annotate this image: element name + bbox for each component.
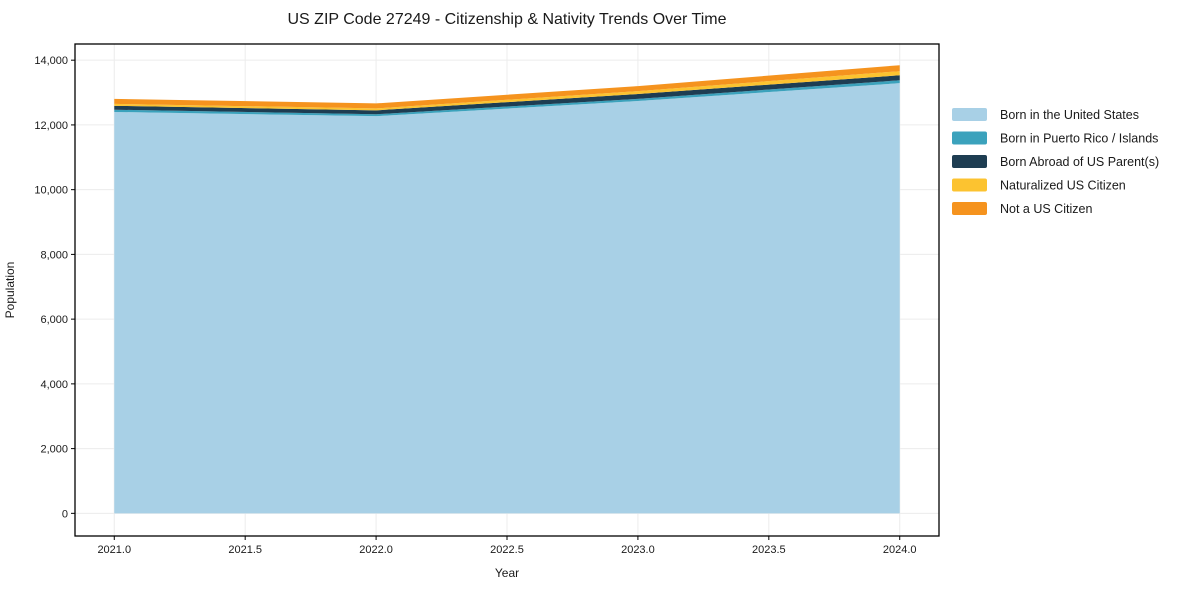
y-tick-label: 4,000 bbox=[40, 379, 68, 391]
chart-title: US ZIP Code 27249 - Citizenship & Nativi… bbox=[288, 11, 727, 28]
y-tick-label: 8,000 bbox=[40, 249, 68, 261]
legend-swatch bbox=[952, 155, 987, 168]
y-tick-label: 2,000 bbox=[40, 444, 68, 456]
y-axis-tick-labels: 0 2,000 4,000 6,000 8,000 10,000 12,000 14,000 bbox=[34, 55, 68, 520]
stacked-area-series bbox=[114, 65, 900, 514]
y-tick-label: 0 bbox=[62, 508, 68, 520]
area-not-a-us-citizen bbox=[114, 65, 900, 109]
x-tick-label: 2023.5 bbox=[752, 544, 786, 556]
legend-item-born-in-the-united-states: Born in the United States bbox=[952, 108, 1139, 122]
legend-swatch bbox=[952, 108, 987, 121]
legend-item-born-in-puerto-rico-islands: Born in Puerto Rico / Islands bbox=[952, 131, 1158, 146]
legend: Born in the United States Born in Puerto … bbox=[952, 108, 1159, 216]
x-tick-label: 2021.5 bbox=[228, 544, 262, 556]
legend-swatch bbox=[952, 178, 987, 192]
y-tick-label: 6,000 bbox=[40, 314, 68, 326]
y-axis-label: Population bbox=[3, 262, 17, 319]
area-naturalized-us-citizen bbox=[114, 71, 900, 111]
legend-label: Born Abroad of US Parent(s) bbox=[1000, 155, 1159, 169]
legend-item-naturalized-us-citizen: Naturalized US Citizen bbox=[952, 178, 1126, 193]
legend-item-born-abroad-of-us-parent-s: Born Abroad of US Parent(s) bbox=[952, 155, 1159, 169]
x-tick-label: 2021.0 bbox=[97, 544, 131, 556]
legend-swatch bbox=[952, 131, 987, 145]
x-tick-label: 2022.0 bbox=[359, 544, 393, 556]
legend-label: Born in Puerto Rico / Islands bbox=[1000, 132, 1158, 146]
axis-ticks bbox=[71, 59, 901, 540]
x-tick-label: 2022.5 bbox=[490, 544, 524, 556]
legend-label: Born in the United States bbox=[1000, 108, 1139, 122]
x-axis-tick-labels: 2021.0 2021.5 2022.0 2022.5 2023.0 2023.5 2024… bbox=[97, 544, 916, 556]
legend-item-not-a-us-citizen: Not a US Citizen bbox=[952, 202, 1092, 216]
y-tick-label: 14,000 bbox=[34, 55, 68, 67]
legend-label: Not a US Citizen bbox=[1000, 202, 1092, 216]
legend-label: Naturalized US Citizen bbox=[1000, 179, 1126, 193]
legend-swatch bbox=[952, 202, 987, 215]
area-born-in-puerto-rico-islands bbox=[114, 80, 900, 117]
y-tick-label: 10,000 bbox=[34, 185, 68, 197]
area-born-in-the-united-states bbox=[114, 83, 900, 514]
x-axis-label: Year bbox=[495, 566, 519, 580]
area-born-abroad-of-us-parent-s bbox=[114, 75, 900, 115]
x-tick-label: 2024.0 bbox=[883, 544, 917, 556]
y-tick-label: 12,000 bbox=[34, 120, 68, 132]
x-tick-label: 2023.0 bbox=[621, 544, 655, 556]
